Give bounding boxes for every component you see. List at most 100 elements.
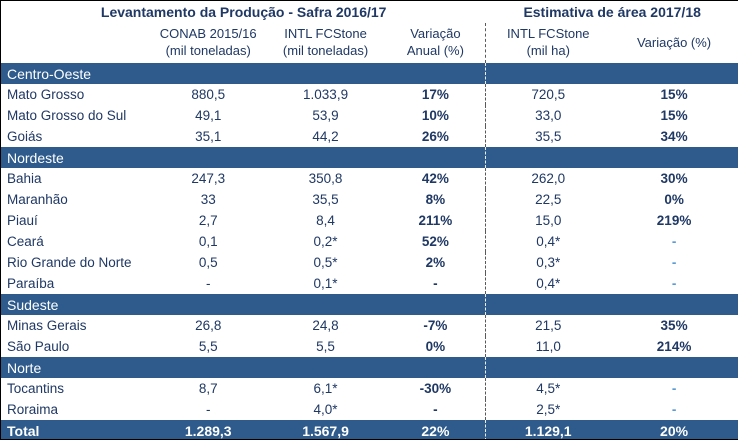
cell-variacao-pct: - [671, 401, 677, 417]
cell-variacao-anual [385, 147, 487, 168]
cell-variacao-anual: 0% [385, 336, 487, 357]
section-name: Norte [7, 359, 42, 376]
column-header-state [1, 23, 151, 63]
cell-intl-ha: 4,5* [536, 380, 561, 396]
cell-intl-ha: 35,5 [535, 128, 562, 144]
cell-intl-ha: 0,4* [536, 275, 561, 291]
cell-variacao-anual [385, 294, 487, 315]
cell-intl-toneladas: 1.033,9 [303, 86, 349, 102]
cell-intl-toneladas: 5,5 [316, 338, 335, 354]
cell-conab: 49,1 [195, 107, 222, 123]
cell-intl-toneladas: 53,9 [312, 107, 339, 123]
cell-intl-toneladas: 35,5 [312, 191, 339, 207]
cell-variacao-pct: 214% [656, 338, 692, 354]
cell-state: Bahia [7, 170, 42, 186]
cell-state: Roraima [7, 401, 59, 417]
column-header-var-pct-label: Variação (%) [636, 34, 712, 50]
cell-variacao-pct: 0% [664, 191, 684, 207]
cell-conab: 2,7 [198, 212, 218, 228]
cell-conab: 0,5 [198, 254, 218, 270]
column-header-variacao-pct: Variação (%) [610, 23, 738, 63]
cell-conab: - [205, 275, 211, 291]
cell-intl-toneladas: 0,2* [313, 233, 338, 249]
section-name: Nordeste [7, 149, 64, 166]
cell-variacao-anual: 211% [385, 210, 487, 231]
cell-conab: 35,1 [195, 128, 222, 144]
cell-conab: 5,5 [198, 338, 218, 354]
cell-intl-toneladas: 350,8 [308, 170, 343, 186]
column-header-intl-toneladas: INTL FCStone (mil toneladas) [266, 23, 386, 63]
cell-state: Total [7, 422, 40, 439]
cell-state: Rio Grande do Norte [7, 254, 132, 270]
cell-variacao-pct: 15% [660, 86, 688, 102]
table-row: Ceará 0,1 0,2* 52% 0,4* - [1, 231, 738, 252]
cell-conab: - [205, 401, 211, 417]
table-body: Centro-Oeste Mato Grosso 880,5 1.033,9 17% 72… [1, 63, 738, 439]
cell-variacao-pct: 15% [660, 107, 688, 123]
cell-intl-ha: 2,5* [536, 401, 561, 417]
cell-intl-toneladas: 24,8 [312, 317, 339, 333]
cell-state: Tocantins [7, 380, 65, 396]
cell-variacao-pct: - [671, 233, 677, 249]
column-header-intl-ha-line2: (mil ha) [526, 43, 570, 58]
cell-variacao-anual: -30% [385, 378, 487, 399]
cell-variacao-anual: 52% [385, 231, 487, 252]
column-header-conab-line1: CONAB 2015/16 [159, 26, 257, 42]
cell-variacao-anual: - [385, 273, 487, 294]
column-header-intl-ha-line1: INTL FCStone [506, 26, 590, 42]
cell-intl-ha: 720,5 [531, 86, 566, 102]
cell-intl-ha: 15,0 [535, 212, 562, 228]
cell-state: Mato Grosso do Sul [7, 107, 127, 123]
cell-intl-toneladas: 0,1* [313, 275, 338, 291]
cell-intl-ha: 22,5 [535, 191, 562, 207]
section-header-row: Nordeste [1, 147, 738, 168]
cell-intl-ha: 0,3* [536, 254, 561, 270]
table-row: Rio Grande do Norte 0,5 0,5* 2% 0,3* - [1, 252, 738, 273]
cell-variacao-anual [385, 357, 487, 378]
cell-state: Mato Grosso [7, 86, 85, 102]
table-row: Roraima - 4,0* - 2,5* - [1, 399, 738, 420]
cell-state: Goiás [7, 128, 43, 144]
cell-variacao-pct: 30% [660, 170, 688, 186]
cell-intl-toneladas: 6,1* [313, 380, 338, 396]
cell-variacao-pct: 20% [660, 422, 689, 439]
cell-intl-toneladas: 44,2 [312, 128, 339, 144]
column-header-intl-ton-line1: INTL FCStone [284, 26, 367, 42]
cell-state: Maranhão [7, 191, 68, 207]
cell-intl-toneladas: 1.567,9 [302, 422, 349, 439]
column-header-conab: CONAB 2015/16 (mil toneladas) [151, 23, 266, 63]
table-row: Paraíba - 0,1* - 0,4* - [1, 273, 738, 294]
cell-state: Ceará [7, 233, 44, 249]
cell-variacao-pct: 219% [656, 212, 692, 228]
cell-variacao-pct: - [671, 275, 677, 291]
cell-conab: 0,1 [198, 233, 218, 249]
cell-conab: 880,5 [191, 86, 226, 102]
table-row: Minas Gerais 26,8 24,8 -7% 21,5 35% [1, 315, 738, 336]
column-header-intl-ton-line2: (mil toneladas) [282, 43, 369, 58]
cell-variacao-anual: 22% [385, 420, 487, 439]
cell-variacao-anual: 10% [385, 105, 487, 126]
cell-variacao-pct: - [671, 254, 677, 270]
cell-variacao-anual: 8% [385, 189, 487, 210]
total-row: Total 1.289,3 1.567,9 22% 1.129,1 20% [1, 420, 738, 439]
table-row: Bahia 247,3 350,8 42% 262,0 30% [1, 168, 738, 189]
section-header-row: Centro-Oeste [1, 63, 738, 84]
column-header-variacao-anual: Variação Anual (%) [385, 23, 487, 63]
cell-variacao-anual: 17% [385, 84, 487, 105]
table-row: Piauí 2,7 8,4 211% 15,0 219% [1, 210, 738, 231]
cell-variacao-anual: 42% [385, 168, 487, 189]
column-header-intl-ha: INTL FCStone (mil ha) [486, 23, 610, 63]
cell-state: Paraíba [7, 275, 55, 291]
table-row: Goiás 35,1 44,2 26% 35,5 34% [1, 126, 738, 147]
table-row: Mato Grosso 880,5 1.033,9 17% 720,5 15% [1, 84, 738, 105]
cell-variacao-anual: - [385, 399, 487, 420]
table-row: São Paulo 5,5 5,5 0% 11,0 214% [1, 336, 738, 357]
cell-intl-ha: 262,0 [531, 170, 566, 186]
cell-variacao-pct: 35% [660, 317, 688, 333]
column-header-var-anual-line2: Anual (%) [406, 43, 464, 58]
cell-conab: 33 [200, 191, 216, 207]
cell-intl-toneladas: 0,5* [313, 254, 338, 270]
cell-intl-ha: 0,4* [536, 233, 561, 249]
cell-conab: 8,7 [198, 380, 218, 396]
